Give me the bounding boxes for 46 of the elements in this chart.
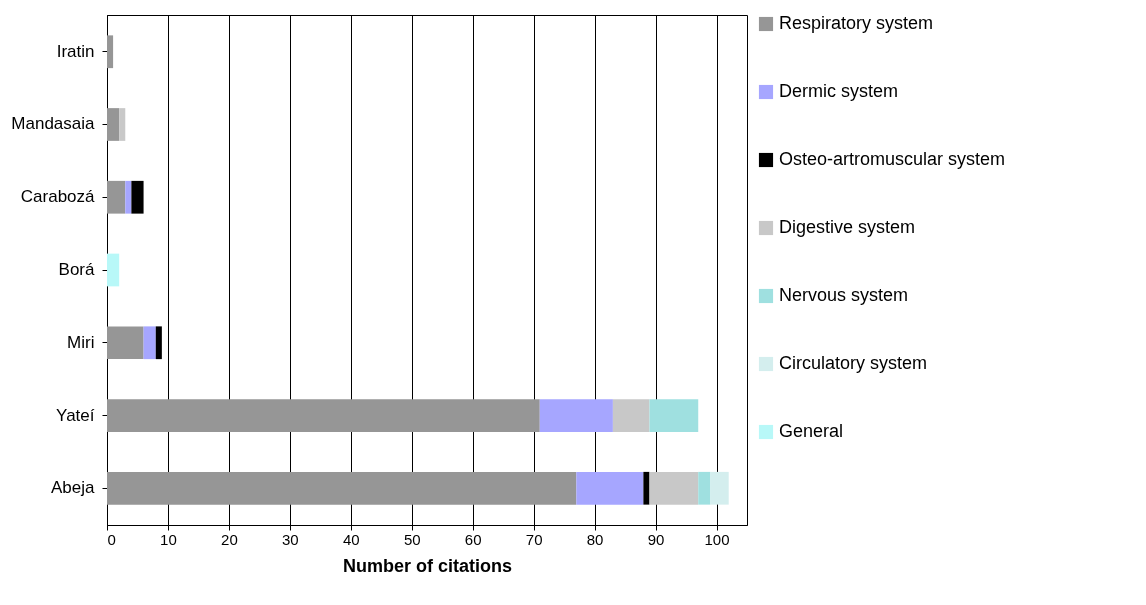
y-tick-label: Abeja	[51, 478, 96, 498]
bar	[107, 326, 144, 360]
y-tick-label: Carabozá	[20, 187, 96, 207]
x-tick-label: 30	[282, 530, 299, 548]
x-tick-label: 20	[221, 530, 238, 548]
x-tick-label: 90	[647, 530, 665, 548]
bar	[710, 471, 729, 505]
y-tick-label: Miri	[67, 332, 95, 352]
legend-label: Digestive system	[779, 217, 916, 237]
x-tick-label: 50	[403, 530, 421, 548]
y-tick-label: Borá	[58, 260, 96, 279]
x-tick-label: 100	[704, 530, 730, 548]
bar	[131, 180, 144, 214]
y-tick-label: Mandasaia	[11, 114, 96, 134]
legend-label: Nervous system	[779, 285, 909, 305]
x-tick-label: 0	[107, 530, 116, 548]
bar	[125, 180, 132, 214]
bar	[107, 399, 540, 432]
bar	[649, 399, 699, 432]
bar	[698, 471, 711, 505]
bar	[143, 326, 156, 360]
x-axis-title: Number of citations	[342, 555, 513, 576]
bar	[649, 471, 699, 505]
y-tick-label: Iratin	[56, 41, 95, 61]
bar	[539, 399, 613, 432]
bar	[107, 35, 114, 69]
x-tick-label: 80	[586, 530, 604, 548]
bar	[107, 471, 577, 505]
bar	[576, 471, 644, 505]
bar	[107, 253, 120, 287]
bar	[612, 399, 650, 432]
bar	[643, 471, 650, 505]
bar	[107, 108, 120, 141]
x-tick-label: 10	[160, 530, 177, 548]
bar	[107, 180, 126, 214]
legend-label: Osteo-artromuscular system	[779, 149, 1006, 169]
bar	[155, 326, 162, 360]
x-tick-label: 60	[464, 530, 482, 548]
legend-label: Circulatory system	[779, 353, 928, 373]
x-tick-label: 70	[525, 530, 543, 548]
x-tick-label: 40	[342, 530, 360, 548]
legend-label: Dermic system	[779, 81, 899, 101]
bar	[119, 108, 126, 141]
legend-label: Respiratory system	[779, 13, 934, 33]
y-tick-label: Yateí	[56, 405, 95, 425]
legend-label: General	[779, 421, 844, 441]
